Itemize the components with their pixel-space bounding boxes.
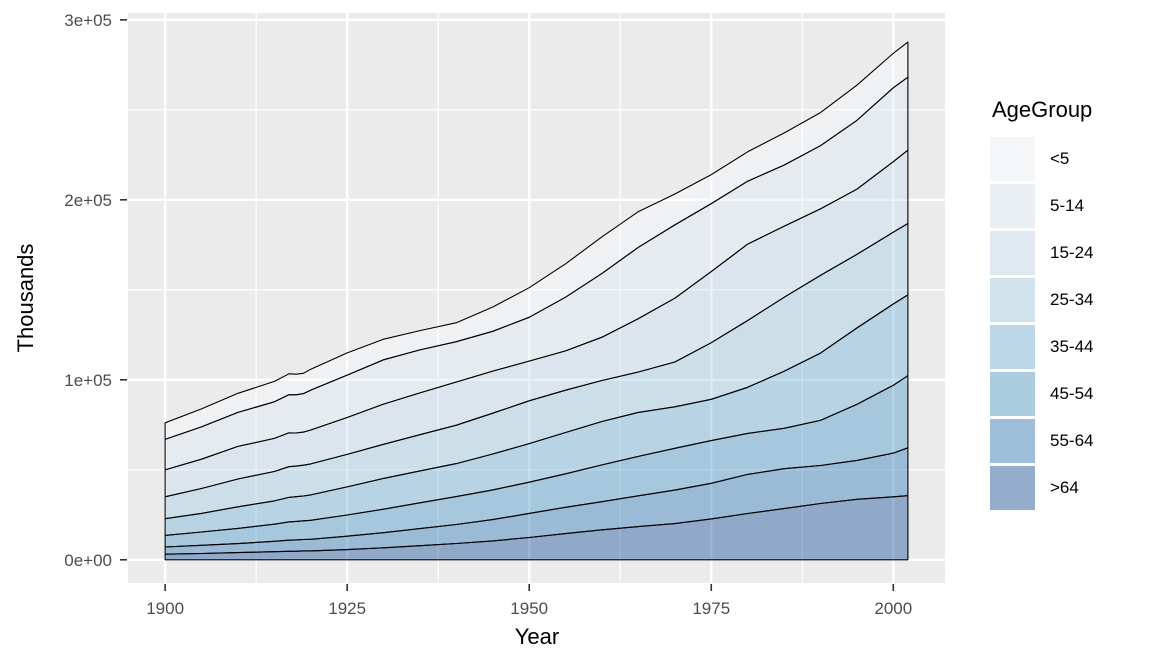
grid-layer (128, 13, 945, 583)
legend-item: <5 (990, 137, 1093, 181)
legend-item: 35-44 (990, 325, 1093, 369)
legend-label: 5-14 (1050, 196, 1085, 215)
legend: AgeGroup <5 5-14 15-24 25-34 35-44 45-54 55-64… (990, 97, 1093, 513)
legend-item: >64 (990, 466, 1093, 510)
legend-label: 35-44 (1050, 337, 1094, 356)
legend-items: <5 5-14 15-24 25-34 35-44 45-54 55-64 >64 (990, 137, 1093, 510)
legend-key (990, 184, 1035, 228)
legend-key (990, 419, 1035, 463)
x-tick-label: 1900 (146, 599, 184, 618)
x-tick-label: 1975 (692, 599, 730, 618)
y-tick-label: 1e+05 (64, 371, 112, 390)
legend-label: >64 (1050, 478, 1079, 497)
legend-key (990, 278, 1035, 322)
legend-item: 15-24 (990, 231, 1093, 275)
x-tick-label: 2000 (874, 599, 912, 618)
y-tick-label: 3e+05 (64, 11, 112, 30)
y-tick-label: 2e+05 (64, 191, 112, 210)
area-band-gt64 (164, 495, 909, 561)
y-axis-title: Thousands (13, 243, 38, 353)
legend-key (990, 137, 1035, 181)
legend-label: 15-24 (1050, 243, 1094, 262)
legend-label: 45-54 (1050, 384, 1094, 403)
legend-key (990, 231, 1035, 275)
legend-key (990, 325, 1035, 369)
legend-title: AgeGroup (992, 97, 1093, 122)
axis-layer: 0e+00 1e+05 2e+05 3e+05 1900 1925 1950 1975 2000 (64, 11, 912, 618)
legend-item: 5-14 (990, 184, 1093, 228)
legend-item: 55-64 (990, 419, 1093, 463)
legend-label: 55-64 (1050, 431, 1094, 450)
x-tick-label: 1950 (510, 599, 548, 618)
area-layer (164, 41, 909, 561)
y-tick-label: 0e+00 (64, 551, 112, 570)
x-tick-label: 1925 (328, 599, 366, 618)
legend-label: <5 (1050, 149, 1070, 168)
legend-key (990, 372, 1035, 416)
panel-layer (128, 13, 945, 583)
legend-key (990, 466, 1035, 510)
legend-item: 25-34 (990, 278, 1093, 322)
legend-item: 45-54 (990, 372, 1093, 416)
legend-label: 25-34 (1050, 290, 1094, 309)
x-axis-title: Year (514, 624, 560, 649)
plot-panel (128, 13, 945, 583)
